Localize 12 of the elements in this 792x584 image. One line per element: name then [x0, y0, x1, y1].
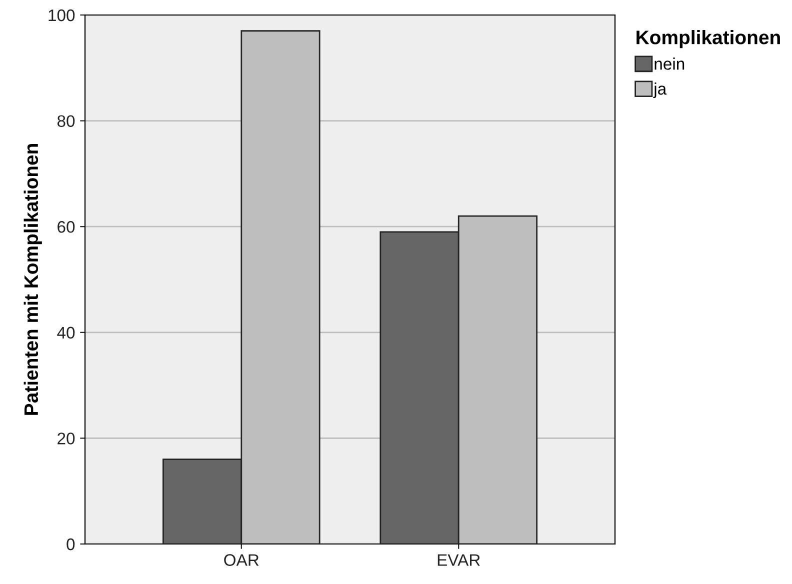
y-tick-label: 20: [58, 432, 75, 444]
y-axis-title: Patienten mit Komplikationen: [24, 144, 42, 415]
legend-title: Komplikationen: [636, 30, 780, 48]
x-tick-label: EVAR: [438, 554, 480, 566]
y-tick-label: 80: [57, 115, 75, 128]
y-tick-label: 40: [57, 326, 75, 339]
y-tick-label: 0: [66, 538, 75, 550]
x-tick-label: OAR: [224, 554, 259, 566]
y-tick-label: 100: [48, 9, 75, 22]
legend-label: nein: [654, 58, 684, 70]
y-tick-label: 60: [58, 221, 75, 233]
legend-label: ja: [653, 82, 667, 98]
